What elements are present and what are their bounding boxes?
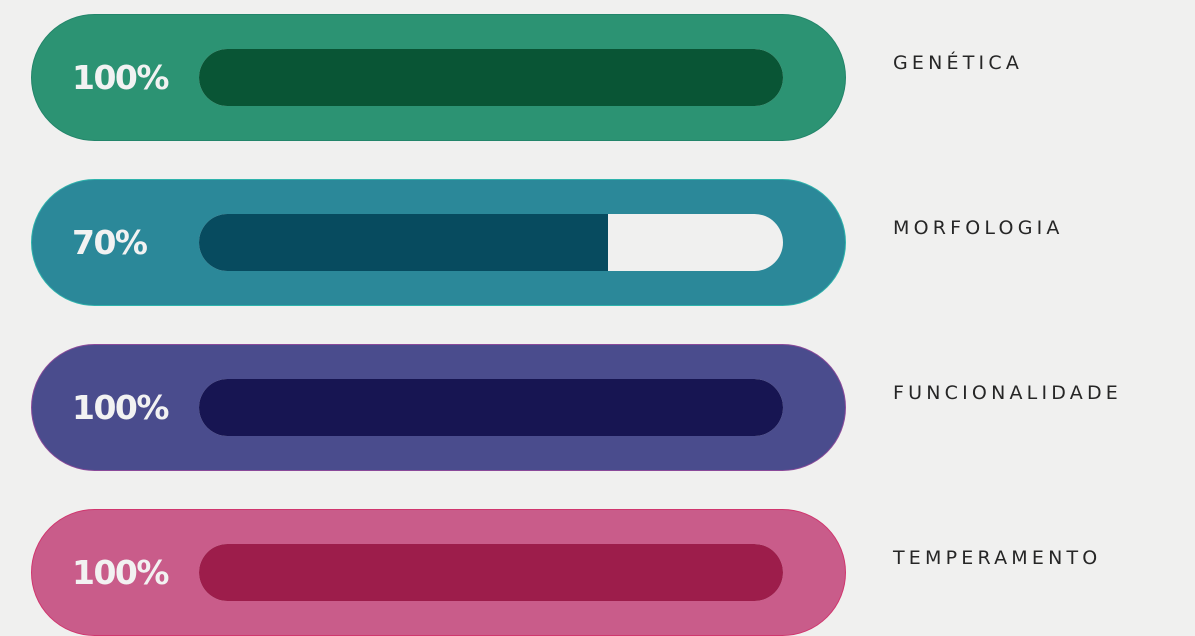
progress-track [199,214,783,271]
percent-label: 70% [72,223,148,262]
progress-track [199,544,783,601]
bar-row-temperamento: 100% TEMPERAMENTO [0,509,1195,636]
progress-track [199,49,783,106]
bar-row-genetica: 100% GENÉTICA [0,14,1195,141]
category-label: GENÉTICA [893,52,1024,74]
category-label: FUNCIONALIDADE [893,382,1123,404]
bar-row-funcionalidade: 100% FUNCIONALIDADE [0,344,1195,471]
progress-fill [199,379,783,436]
percent-label: 100% [72,388,169,427]
percent-label: 100% [72,553,169,592]
category-label: MORFOLOGIA [893,217,1064,239]
category-label: TEMPERAMENTO [893,547,1102,569]
percent-label: 100% [72,58,169,97]
progress-track [199,379,783,436]
bar-row-morfologia: 70% MORFOLOGIA [0,179,1195,306]
progress-fill [199,544,783,601]
progress-fill [199,214,608,271]
progress-fill [199,49,783,106]
